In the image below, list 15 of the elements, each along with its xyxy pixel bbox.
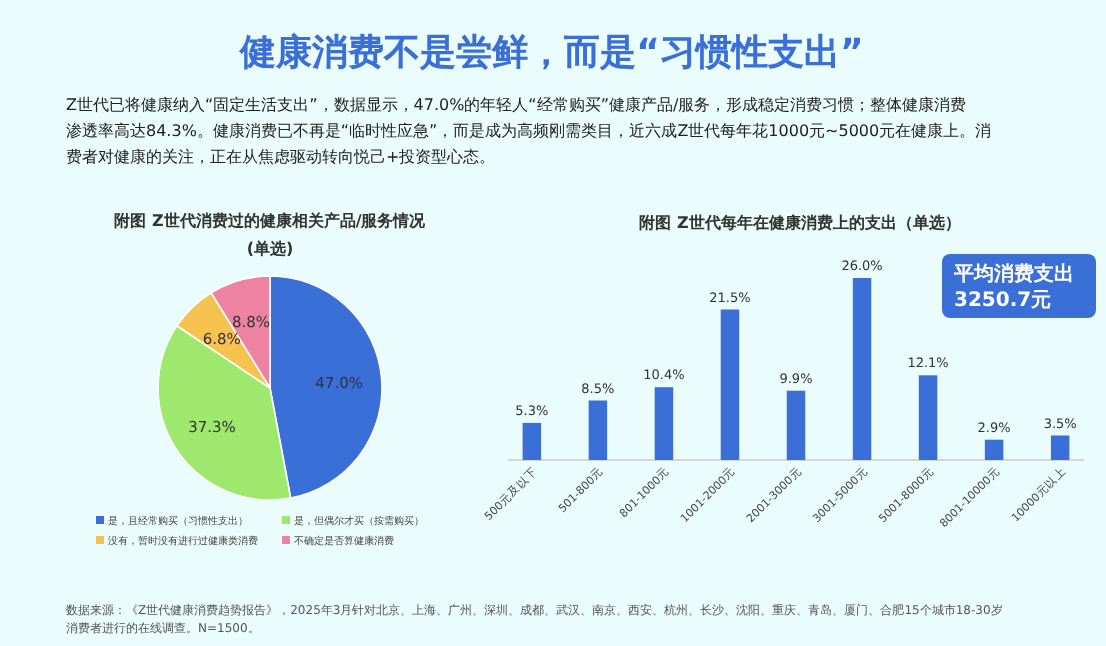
bar: [786, 390, 806, 460]
bar: [852, 278, 872, 460]
bar: [984, 439, 1004, 460]
chart-title: 附图 Z世代消费过的健康相关产品/服务情况: [114, 210, 428, 230]
bar: [654, 387, 674, 460]
annotation: 平均消费支出 3250.7元: [952, 262, 1074, 312]
bar: [918, 375, 938, 460]
bar: [522, 422, 542, 460]
bar: [588, 400, 608, 460]
chart-subtitle: (单选): [246, 240, 294, 258]
chart-title: 附图 Z世代每年在健康消费上的支出（单选）: [639, 212, 961, 232]
text: 健康消费不是尝鲜，而是“习惯性支出”: [238, 32, 864, 74]
text: Z世代已将健康纳入“固定生活支出”，数据显示，47.0%的年轻人“经常购买”健康产品/服务，形成稳定消费习惯；整体健康消费渗透率高达84.3%。健康消费已不再是“临时性应急”，而是成为高频刚需类目，近六成Z世代每年花1000元~5000元在健康上。消费者对健康的关注，正在从焦虑驱动转向悦己+投资型心态。: [66, 96, 992, 166]
bar: [1050, 435, 1070, 460]
bar: [720, 309, 740, 460]
